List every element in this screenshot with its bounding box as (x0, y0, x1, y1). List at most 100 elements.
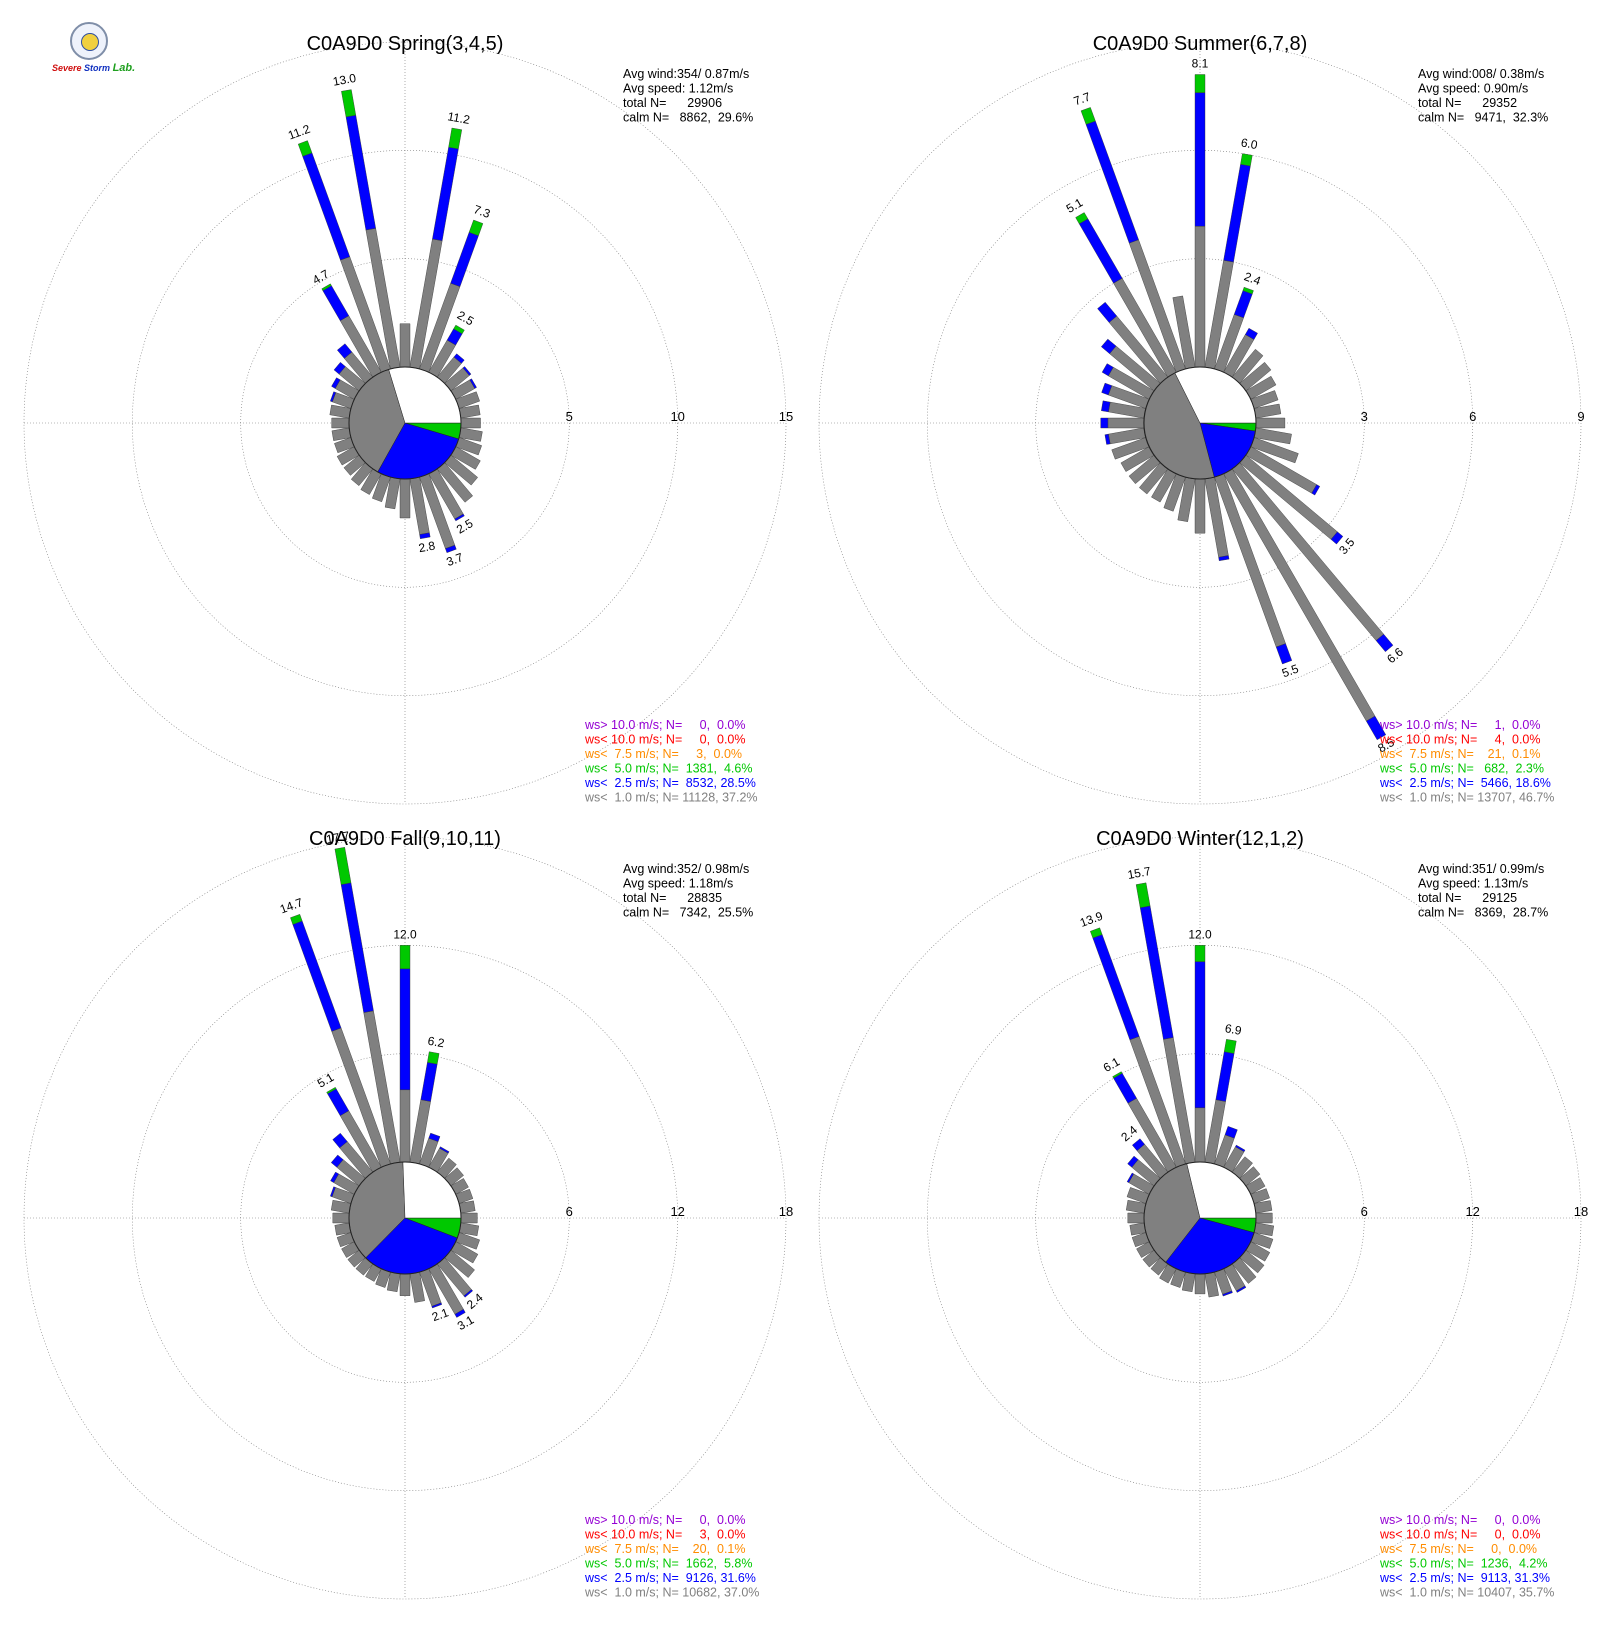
grid-ring (1035, 1053, 1365, 1383)
direction-bar (1255, 1212, 1273, 1224)
panel-title: C0A9D0 Summer(6,7,8) (1093, 33, 1308, 55)
bar-segment-blue (1222, 1290, 1233, 1297)
pie-outline (1143, 1161, 1257, 1275)
bar-segment-blue (302, 152, 351, 261)
bar-segment-blue (1101, 382, 1113, 396)
bar-segment-gray (1255, 417, 1286, 429)
bar-segment-green (448, 127, 463, 150)
bar-segment-green (1075, 212, 1089, 225)
grid-ring (818, 41, 1582, 805)
direction-bar (1101, 382, 1150, 409)
direction-bar (1127, 1212, 1145, 1224)
bar-segment-green (1223, 1039, 1237, 1054)
bar-segment-blue (1224, 1126, 1238, 1139)
bar-segment-blue (428, 1132, 441, 1142)
bar-segment-green (1135, 882, 1151, 908)
grid-ring (818, 836, 1582, 1600)
pie-outline (348, 366, 462, 480)
panel-title: C0A9D0 Fall(9,10,11) (309, 828, 501, 850)
bar-segment-blue (330, 1154, 344, 1168)
bar-segment-gray (399, 1089, 411, 1163)
direction-bar (331, 417, 350, 429)
bar-segment-blue (445, 544, 457, 553)
bar-segment-green (321, 283, 332, 291)
bar-value-label: 5.5 (1280, 661, 1301, 680)
info-line: Avg speed: 1.13m/s (1418, 877, 1528, 891)
direction-bar (333, 362, 366, 392)
bar-segment-blue (322, 285, 350, 321)
info-line: total N= 28835 (623, 891, 722, 905)
bar-segment-green (1194, 945, 1206, 962)
direction-bar (1101, 338, 1161, 392)
bar-segment-blue (462, 366, 472, 376)
legend-line: ws> 10.0 m/s; N= 0, 0.0% (584, 1513, 746, 1527)
bar-value-label: 14.7 (278, 895, 305, 916)
legend-line: ws< 10.0 m/s; N= 0, 0.0% (584, 733, 746, 747)
bar-segment-gray (399, 1273, 411, 1296)
legend-line: ws< 2.5 m/s; N= 5466, 18.6% (1379, 776, 1551, 790)
info-line: Avg speed: 1.12m/s (623, 82, 733, 96)
bar-segment-gray (1194, 1273, 1206, 1295)
bar-segment-green (1090, 927, 1103, 939)
bar-segment-blue (1104, 433, 1111, 445)
bar-segment-green (1112, 1071, 1123, 1079)
bar-segment-blue (419, 532, 431, 540)
direction-bar (332, 1212, 350, 1224)
ring-label: 12 (1465, 1204, 1479, 1219)
grid-ring (1035, 258, 1365, 588)
bar-value-label: 3.7 (444, 550, 465, 569)
bar-segment-blue (1113, 1072, 1137, 1104)
bar-segment-blue (1236, 1285, 1247, 1293)
bar-segment-blue (399, 968, 411, 1091)
direction-bar (1194, 1273, 1206, 1295)
bar-value-label: 17.7 (325, 829, 351, 847)
bar-segment-gray (1127, 1212, 1145, 1224)
bar-segment-gray (399, 323, 411, 368)
info-line: Avg speed: 1.18m/s (623, 877, 733, 891)
bar-segment-blue (463, 1289, 473, 1298)
bar-value-label: 13.9 (1078, 909, 1105, 930)
bar-segment-green (468, 219, 484, 236)
legend-line: ws< 10.0 m/s; N= 3, 0.0% (584, 1528, 746, 1542)
legend-line: ws< 1.0 m/s; N= 10682, 37.0% (584, 1586, 759, 1600)
direction-bar (326, 1087, 382, 1173)
grid-ring (23, 836, 787, 1600)
legend-line: ws< 1.0 m/s; N= 10407, 35.7% (1379, 1586, 1554, 1600)
bar-value-label: 11.2 (286, 122, 312, 143)
bar-segment-blue (1132, 1138, 1145, 1151)
bar-value-label: 6.9 (1224, 1021, 1243, 1038)
legend-line: ws< 1.0 m/s; N= 11128, 37.2% (584, 791, 758, 805)
direction-bar (460, 417, 481, 429)
direction-bar (1255, 417, 1286, 429)
bar-segment-blue (1233, 290, 1253, 319)
bar-segment-blue (292, 920, 342, 1032)
bar-segment-green (1080, 107, 1096, 125)
bar-segment-blue (1194, 961, 1206, 1109)
bar-segment-blue (331, 377, 341, 389)
bar-segment-blue (420, 1062, 438, 1102)
direction-bar (332, 1132, 374, 1179)
bar-segment-green (341, 89, 357, 118)
legend-line: ws< 10.0 m/s; N= 4, 0.0% (1379, 733, 1541, 747)
direction-bar (399, 478, 411, 519)
bar-segment-green (427, 1051, 440, 1065)
legend-line: ws< 5.0 m/s; N= 1381, 4.6% (584, 762, 752, 776)
bar-segment-blue (450, 232, 479, 287)
grid-ring (240, 258, 570, 588)
direction-bar (297, 140, 391, 373)
direction-bar (460, 1212, 478, 1224)
bar-segment-blue (333, 362, 346, 375)
direction-bar (1194, 74, 1206, 368)
bar-segment-green (297, 140, 313, 157)
bar-segment-blue (1311, 484, 1321, 496)
direction-bar (419, 219, 484, 373)
bar-segment-blue (439, 1146, 450, 1154)
bar-segment-blue (332, 1132, 348, 1149)
bar-segment-blue (1127, 1155, 1139, 1168)
direction-bar (1101, 363, 1155, 400)
ring-label: 6 (566, 1204, 573, 1219)
bar-segment-gray (1194, 1107, 1206, 1163)
